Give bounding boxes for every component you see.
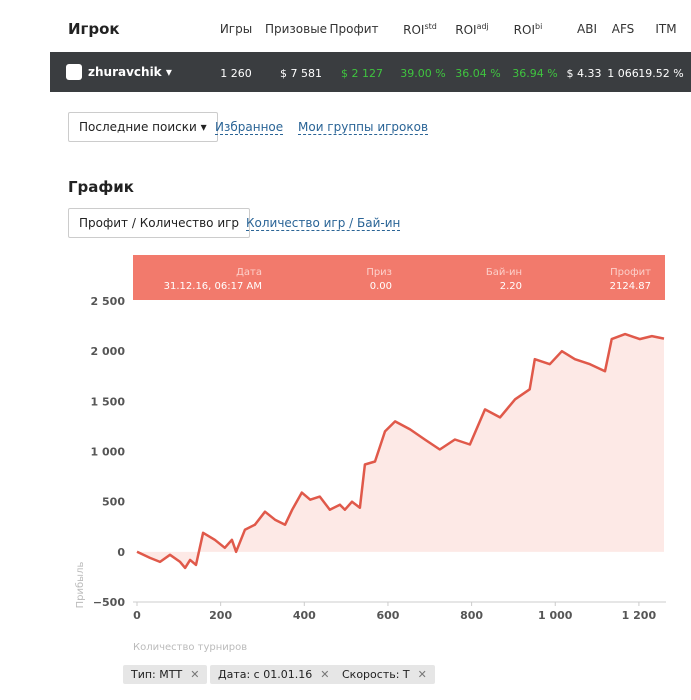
filter-remove[interactable]: ✕ [320, 668, 330, 681]
filter-remove[interactable]: ✕ [190, 668, 200, 681]
tooltip-value: 31.12.16, 06:17 AM [164, 281, 262, 292]
section-title: График [68, 178, 134, 196]
filter-text: Тип: МТТ [131, 668, 183, 681]
header-column: ITM [655, 22, 677, 36]
tooltip-label: Бай-ин [486, 267, 522, 278]
tooltip-label: Дата [236, 267, 262, 278]
tooltip-label: Профит [610, 267, 651, 278]
player-cell: 1 260 [220, 67, 252, 80]
tab-link[interactable]: Мои группы игроков [298, 120, 429, 135]
x-tick-label: 600 [376, 609, 399, 622]
x-axis-label: Количество турниров [133, 642, 247, 653]
x-tick-label: 800 [460, 609, 483, 622]
header-column-sup: bi [535, 22, 543, 31]
line [136, 332, 665, 570]
dropdown-text[interactable]: Последние поиски [79, 120, 197, 134]
x-tick-label: 200 [209, 609, 232, 622]
player-cell: 19.52 % [638, 67, 684, 80]
header-column: ABI [577, 22, 597, 36]
dropdown[interactable]: Последние поиски ▾ [68, 112, 218, 142]
header-column: Профит [329, 22, 379, 36]
y-tick-label: 2 500 [91, 295, 126, 308]
header-column: ROIbi [514, 22, 543, 37]
tooltip-value: 2124.87 [610, 281, 651, 292]
y-tick-label: 1 500 [91, 395, 126, 408]
tooltip-value: 0.00 [370, 281, 392, 292]
area [137, 334, 664, 568]
filter-chip[interactable]: Тип: МТТ ✕ [123, 665, 208, 684]
header-column-sup: std [424, 22, 437, 31]
tooltip-label: Приз [366, 267, 392, 278]
filter-chip[interactable]: Дата: с 01.01.16 ✕ [210, 665, 338, 684]
header-title: Игрок [68, 20, 120, 38]
player-name[interactable]: zhuravchik ▾ [88, 65, 172, 79]
x-tick-label: 400 [293, 609, 316, 622]
x-tick-label: 1 200 [622, 609, 657, 622]
y-tick-label: −500 [93, 596, 126, 609]
player-cell: $ 2 127 [341, 67, 383, 80]
player-cell: 36.94 % [512, 67, 558, 80]
player-cell: 39.00 % [400, 67, 446, 80]
header-column-sup: adj [476, 22, 489, 31]
y-tick-label: 0 [117, 546, 125, 559]
header-column: Игры [219, 22, 253, 36]
tooltip-box [133, 255, 665, 300]
header-column: ROIadj [455, 22, 489, 37]
header-column: AFS [611, 22, 635, 36]
filter-chip[interactable]: Скорость: Т ✕ [334, 665, 435, 684]
header-column: ROIstd [403, 22, 437, 37]
x-tick-label: 1 000 [538, 609, 573, 622]
filter-remove[interactable]: ✕ [417, 668, 427, 681]
y-axis-label: Прибыль [75, 562, 86, 609]
x-tick-label: 0 [133, 609, 141, 622]
chart-tab-link[interactable]: Количество игр / Бай-ин [246, 216, 401, 231]
player-avatar [66, 64, 82, 80]
y-tick-label: 1 000 [91, 446, 126, 459]
header-column-text: ROI [403, 23, 425, 37]
header-column: Призовые [264, 22, 328, 36]
player-bar [50, 52, 691, 92]
player-name-text[interactable]: zhuravchik [88, 65, 162, 79]
tab-link[interactable]: Избранное [215, 120, 284, 135]
player-cell: 36.04 % [455, 67, 501, 80]
filter-text: Дата: с 01.01.16 [218, 668, 313, 681]
player-cell: $ 4.33 [566, 67, 602, 80]
header-column-text: ROI [513, 23, 536, 37]
y-tick-label: 2 000 [91, 345, 126, 358]
tooltip-value: 2.20 [500, 281, 522, 292]
filter-text: Скорость: Т [342, 668, 410, 681]
player-cell: 1 066 [607, 67, 639, 80]
header-column-text: ROI [455, 23, 477, 37]
player-cell: $ 7 581 [280, 67, 322, 80]
chart-tab-active[interactable]: Профит / Количество игр [68, 208, 251, 238]
y-tick-label: 500 [102, 496, 125, 509]
